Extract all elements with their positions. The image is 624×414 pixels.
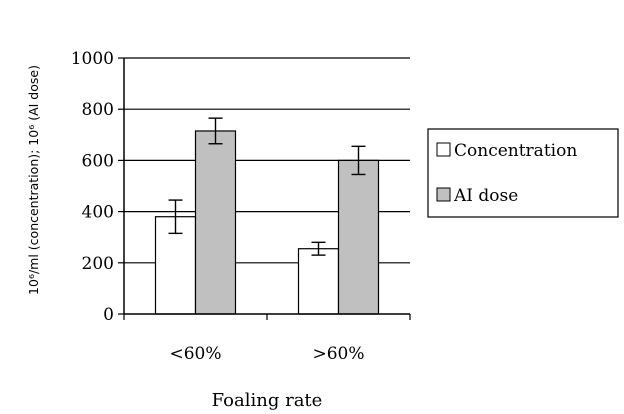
bar-concentration — [297, 248, 340, 315]
legend-swatch — [436, 187, 451, 202]
bars — [154, 130, 380, 315]
y-tick-labels: 0 200 400 600 800 1000 — [71, 49, 124, 325]
y-tick-label: 1000 — [71, 49, 114, 69]
y-tick-label: 600 — [82, 151, 114, 171]
y-tick-label: 400 — [82, 203, 114, 223]
legend-box — [427, 128, 619, 218]
legend-label: Concentration — [454, 141, 577, 161]
y-tick-label: 0 — [103, 305, 114, 325]
bar-ai-dose — [337, 159, 380, 315]
bar-ai-dose — [194, 130, 237, 315]
y-axis-title: 10⁶/ml (concentration); 10⁶ (AI dose) — [26, 65, 41, 295]
x-tick-label: >60% — [312, 344, 364, 364]
y-tick-label: 800 — [82, 100, 114, 120]
legend: Concentration AI dose — [427, 128, 619, 218]
legend-swatch — [436, 142, 451, 157]
x-tick-labels: <60% >60% — [123, 314, 411, 364]
x-axis-title: Foaling rate — [212, 390, 323, 411]
x-tick-label: <60% — [169, 344, 221, 364]
legend-label: AI dose — [453, 186, 518, 206]
error-bars — [168, 117, 366, 256]
y-tick-label: 200 — [82, 254, 114, 274]
